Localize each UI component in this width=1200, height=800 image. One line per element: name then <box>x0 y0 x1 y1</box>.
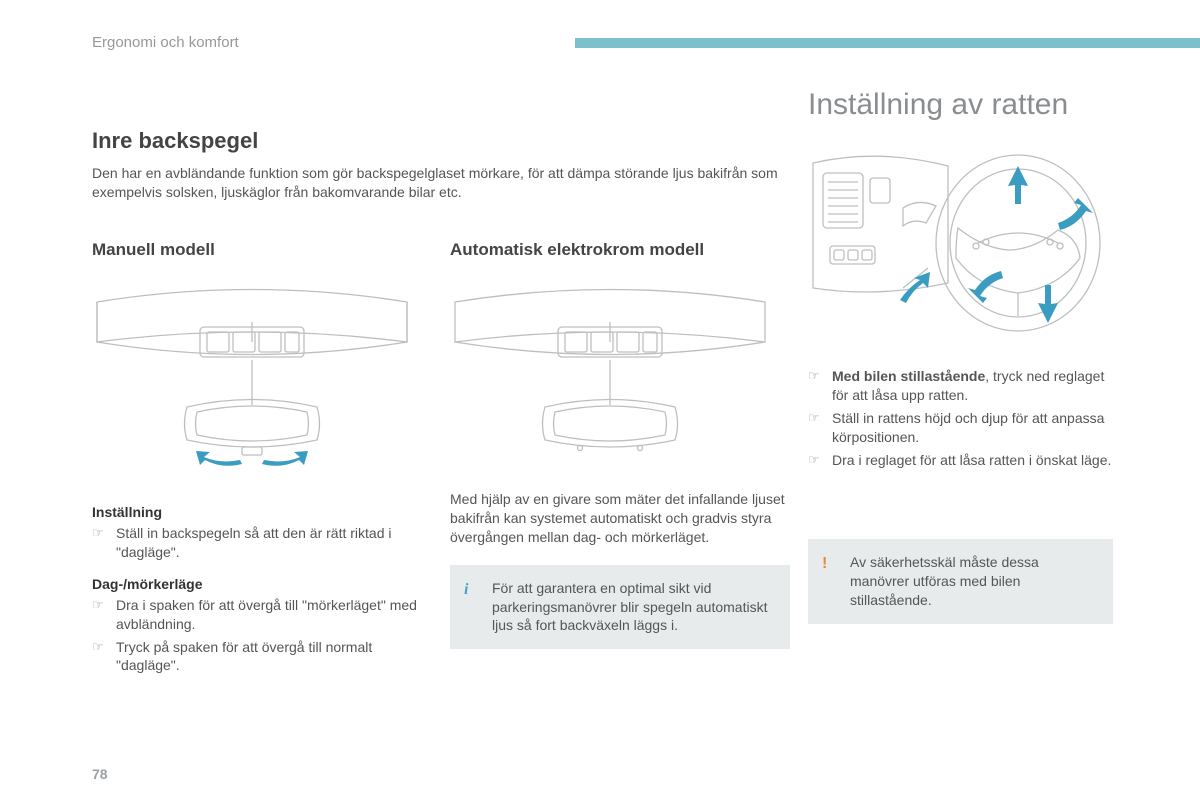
manual-heading: Manuell modell <box>92 240 432 260</box>
steering-item-2: Ställ in rattens höjd och djup för att a… <box>808 409 1113 447</box>
auto-description: Med hjälp av en givare som mäter det inf… <box>450 490 790 547</box>
warning-note-box: ! Av säkerhetsskäl måste dessa manövrer … <box>808 539 1113 624</box>
mirror-intro: Den har en avbländande funktion som gör … <box>92 164 782 202</box>
mode-item-2: Tryck på spaken för att övergå till norm… <box>92 638 432 676</box>
page-number: 78 <box>92 766 108 782</box>
steering-item-3: Dra i reglaget för att låsa ratten i öns… <box>808 451 1113 470</box>
warning-icon: ! <box>822 553 827 575</box>
adjust-item: Ställ in backspegeln så att den är rätt … <box>92 524 432 562</box>
steering-item-1-bold: Med bilen stillastående <box>832 368 985 384</box>
auto-heading: Automatisk elektrokrom modell <box>450 240 790 260</box>
mode-list: Dra i spaken för att övergå till "mörker… <box>92 596 432 676</box>
mirror-title: Inre backspegel <box>92 128 432 154</box>
info-note-text: För att garantera en optimal sikt vid pa… <box>492 580 767 634</box>
steering-list: Med bilen stillastående, tryck ned regla… <box>808 367 1113 469</box>
steering-item-1: Med bilen stillastående, tryck ned regla… <box>808 367 1113 405</box>
mode-item-1: Dra i spaken för att övergå till "mörker… <box>92 596 432 634</box>
steering-wheel-illustration <box>808 138 1108 348</box>
manual-mirror-illustration <box>92 272 412 467</box>
adjust-heading: Inställning <box>92 504 432 520</box>
adjust-list: Ställ in backspegeln så att den är rätt … <box>92 524 432 562</box>
info-note-box: i För att garantera en optimal sikt vid … <box>450 565 790 650</box>
info-icon: i <box>464 579 468 601</box>
warning-note-text: Av säkerhetsskäl måste dessa manövrer ut… <box>850 554 1039 608</box>
header-accent-bar <box>575 38 1200 48</box>
section-header: Ergonomi och komfort <box>92 34 239 51</box>
auto-mirror-illustration <box>450 272 770 467</box>
mode-heading: Dag-/mörkerläge <box>92 576 432 592</box>
steering-title: Inställning av ratten <box>808 88 1113 122</box>
